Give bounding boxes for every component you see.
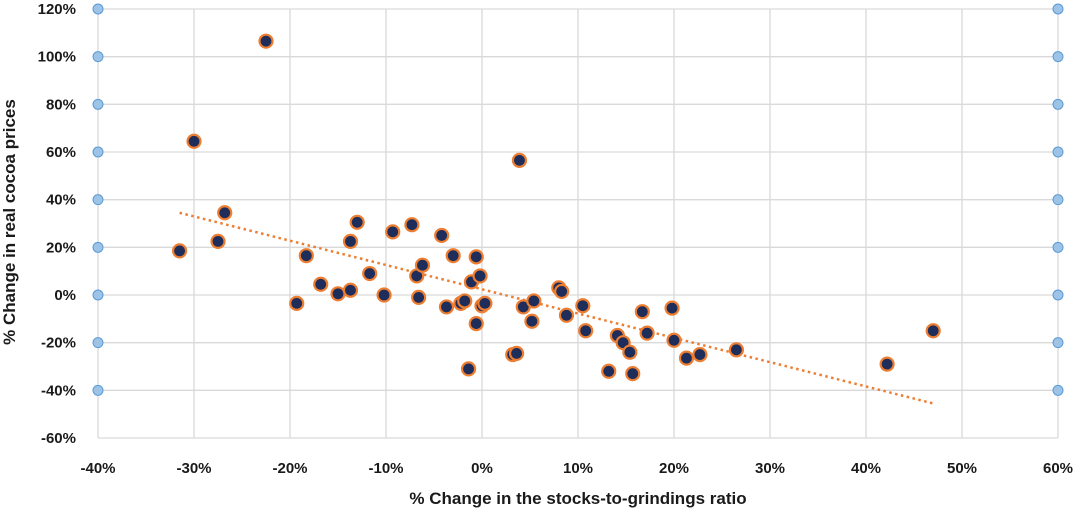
axis-marker — [92, 384, 104, 396]
y-tick-label: 100% — [38, 49, 76, 66]
y-tick-label: 0% — [54, 287, 76, 304]
scatter-point — [879, 356, 895, 372]
axis-marker — [1052, 98, 1064, 110]
axis-marker — [92, 3, 104, 15]
scatter-point — [625, 366, 641, 382]
scatter-point — [601, 363, 617, 379]
scatter-point — [258, 33, 274, 49]
x-tick-label: -30% — [176, 460, 211, 477]
axis-marker — [1052, 51, 1064, 63]
y-tick-label: 120% — [38, 1, 76, 18]
scatter-point — [298, 248, 314, 264]
scatter-point — [457, 293, 473, 309]
axis-marker — [1052, 194, 1064, 206]
y-tick-label: 40% — [46, 192, 76, 209]
axis-marker — [92, 98, 104, 110]
data-points — [172, 33, 941, 382]
y-axis-label: % Change in real cocoa prices — [0, 99, 19, 345]
scatter-point — [313, 276, 329, 292]
scatter-point — [477, 295, 493, 311]
scatter-point — [524, 313, 540, 329]
axis-marker — [1052, 337, 1064, 349]
scatter-point — [511, 152, 528, 168]
scatter-point — [438, 299, 455, 315]
x-tick-label: 50% — [947, 460, 977, 477]
axis-marker — [92, 289, 104, 301]
scatter-point — [217, 205, 233, 221]
x-tick-label: 20% — [659, 460, 689, 477]
y-tick-label: -40% — [41, 382, 76, 399]
scatter-point — [575, 298, 591, 314]
scatter-point — [666, 332, 682, 348]
x-tick-label: -40% — [80, 460, 115, 477]
scatter-point — [460, 361, 477, 377]
axis-endpoint-markers — [92, 3, 1064, 396]
scatter-point — [728, 342, 745, 358]
axis-marker — [92, 194, 104, 206]
scatter-point — [445, 248, 461, 264]
scatter-point — [349, 214, 365, 230]
scatter-point — [210, 233, 226, 249]
scatter-point — [385, 224, 401, 240]
axis-marker — [92, 146, 104, 158]
axis-marker — [1052, 146, 1064, 158]
scatter-point — [376, 287, 392, 303]
scatter-point — [664, 300, 680, 316]
scatter-point — [434, 227, 450, 244]
scatter-point — [692, 346, 708, 363]
scatter-point — [578, 323, 594, 339]
axis-marker — [1052, 3, 1064, 15]
scatter-point — [622, 344, 638, 360]
scatter-point — [414, 257, 431, 273]
x-axis-label: % Change in the stocks-to-grindings rati… — [409, 489, 746, 508]
scatter-point — [526, 293, 542, 309]
scatter-point — [172, 243, 188, 259]
scatter-point — [508, 345, 525, 361]
axis-marker — [1052, 241, 1064, 253]
x-tick-label: -20% — [272, 460, 307, 477]
gridlines — [97, 8, 1059, 439]
y-axis-tick-labels: 120% 100% 80% 60% 40% 20% 0% -20% -40% -60% — [38, 1, 76, 447]
scatter-point — [468, 249, 484, 265]
scatter-point — [639, 325, 655, 341]
scatter-point — [678, 350, 695, 366]
scatter-point — [186, 133, 202, 149]
x-tick-label: 40% — [851, 460, 881, 477]
x-tick-label: -10% — [368, 460, 403, 477]
scatter-point — [558, 307, 575, 323]
scatter-point — [411, 289, 427, 305]
scatter-point — [554, 283, 570, 300]
axis-marker — [92, 241, 104, 253]
scatter-point — [404, 217, 420, 233]
axis-marker — [1052, 289, 1064, 301]
scatter-point — [362, 265, 378, 282]
x-axis-tick-labels: -40% -30% -20% -10% 0% 10% 20% 30% 40% 50% 60% — [80, 460, 1073, 477]
x-tick-label: 0% — [471, 460, 493, 477]
x-tick-label: 10% — [563, 460, 593, 477]
scatter-point — [925, 323, 941, 339]
scatter-point — [472, 268, 488, 284]
y-tick-label: 80% — [46, 96, 76, 113]
y-tick-label: -60% — [41, 430, 76, 447]
scatter-point — [342, 282, 359, 298]
scatter-point — [634, 304, 650, 320]
y-tick-label: 60% — [46, 144, 76, 161]
scatter-point — [289, 295, 305, 311]
axis-marker — [92, 337, 104, 349]
scatter-point — [330, 286, 346, 302]
x-tick-label: 60% — [1043, 460, 1073, 477]
scatter-point — [468, 316, 484, 332]
scatter-point — [342, 233, 359, 249]
axis-marker — [92, 51, 104, 63]
y-tick-label: -20% — [41, 335, 76, 352]
y-tick-label: 20% — [46, 239, 76, 256]
axis-marker — [1052, 384, 1064, 396]
x-tick-label: 30% — [755, 460, 785, 477]
